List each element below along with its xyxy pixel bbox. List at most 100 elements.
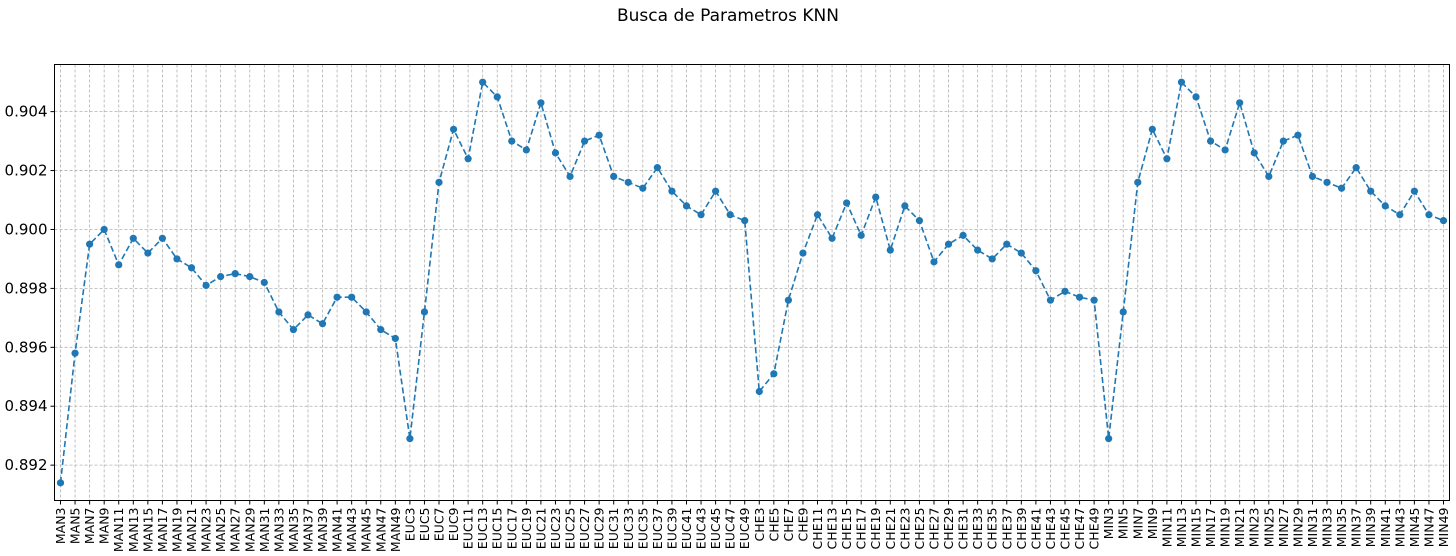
x-tick-label: MAN13 [126, 508, 141, 553]
x-tick-label: MAN27 [228, 508, 243, 553]
data-point [1017, 249, 1025, 257]
x-tick-label: MIN3 [1101, 508, 1116, 540]
x-tick-label: CHE9 [795, 507, 810, 541]
data-point [1046, 296, 1055, 304]
x-tick-label: MIN9 [1145, 507, 1160, 539]
data-point [464, 155, 472, 163]
data-point [944, 240, 953, 248]
x-tick-label: MIN17 [1203, 508, 1218, 548]
x-tick-label: MIN31 [1305, 508, 1320, 548]
x-tick-label: MAN33 [271, 508, 286, 553]
data-point [246, 273, 254, 281]
data-point [1294, 131, 1302, 139]
data-point [1250, 149, 1258, 157]
x-tick-label: EUC39 [664, 507, 679, 549]
x-tick-label: MIN25 [1261, 508, 1276, 548]
x-tick-label: MIN29 [1290, 507, 1305, 547]
x-tick-label: MIN43 [1392, 508, 1407, 548]
x-tick-label: MAN19 [169, 507, 184, 552]
x-tick-label: MIN47 [1421, 508, 1436, 548]
x-tick-label: MIN41 [1378, 508, 1393, 548]
data-point [828, 234, 836, 242]
x-tick-label: EUC25 [563, 508, 578, 550]
x-tick-label: MAN5 [68, 508, 83, 545]
x-tick-label: MAN41 [330, 508, 345, 553]
data-point [755, 387, 763, 396]
x-tick-label: CHE41 [1028, 508, 1043, 550]
x-tick-label: EUC49 [737, 507, 752, 549]
x-tick-label: EUC47 [723, 508, 738, 550]
data-point [173, 255, 181, 263]
data-point [289, 326, 298, 334]
x-tick-label: CHE19 [868, 507, 883, 549]
data-point [449, 125, 458, 133]
x-tick-label: CHE31 [956, 508, 971, 550]
data-point [580, 137, 589, 145]
x-tick-label: EUC11 [461, 508, 476, 550]
data-point [1439, 217, 1448, 225]
x-tick-label: CHE23 [897, 508, 912, 550]
data-point [1265, 172, 1273, 181]
data-point [872, 193, 880, 201]
data-point [275, 308, 283, 316]
y-tick-label: 0.898 [5, 279, 48, 297]
x-tick-label: EUC29 [592, 507, 607, 549]
series-path [59, 80, 1444, 483]
data-point [1061, 287, 1069, 295]
data-point [551, 149, 560, 157]
y-tick-label: 0.894 [5, 397, 48, 415]
x-tick-label: EUC5 [417, 508, 432, 542]
x-tick-label: MAN7 [82, 508, 97, 545]
data-point [1119, 308, 1127, 316]
data-point [86, 240, 94, 248]
plot-frame [54, 64, 1450, 501]
x-tick-label: CHE25 [912, 508, 927, 550]
data-point [843, 199, 851, 207]
x-tick-label: MIN45 [1407, 508, 1422, 548]
data-point [56, 479, 65, 487]
data-point [1163, 155, 1171, 163]
data-point [1105, 435, 1113, 443]
x-tick-label: CHE43 [1043, 508, 1058, 550]
x-tick-label: MIN11 [1159, 508, 1174, 548]
data-point [1236, 99, 1244, 107]
data-point [1410, 187, 1418, 195]
x-tick-label: CHE21 [883, 508, 898, 550]
data-point [1192, 93, 1200, 101]
data-point [333, 293, 341, 301]
x-tick-label: EUC19 [519, 507, 534, 549]
data-point [406, 435, 414, 443]
x-tick-label: CHE35 [985, 508, 1000, 550]
data-point [508, 137, 516, 145]
data-point [813, 211, 822, 219]
data-point [217, 273, 225, 281]
y-tick-label: 0.902 [5, 162, 48, 180]
y-tick-label: 0.892 [5, 456, 48, 474]
y-tick-label: 0.896 [5, 338, 48, 356]
data-point [1148, 125, 1156, 133]
data-point [391, 334, 399, 343]
x-tick-label: CHE13 [825, 508, 840, 550]
data-point [886, 246, 894, 254]
x-tick-label: MIN39 [1363, 507, 1378, 547]
x-tick-label: MIN7 [1130, 508, 1145, 540]
data-point [537, 99, 545, 107]
x-tick-label: EUC41 [679, 508, 694, 550]
series-line [56, 78, 1448, 487]
x-tick-label: CHE39 [1014, 507, 1029, 549]
x-tick-label: MAN25 [213, 508, 228, 553]
x-tick-label: CHE17 [854, 508, 869, 550]
x-tick-label: MAN35 [286, 508, 301, 553]
data-point [1367, 187, 1375, 195]
data-point [1337, 184, 1346, 192]
data-point [653, 164, 661, 172]
x-tick-label: CHE47 [1072, 508, 1087, 550]
data-point [522, 146, 530, 154]
data-point [1177, 78, 1186, 86]
data-point [915, 217, 924, 225]
data-point [231, 270, 239, 278]
x-tick-label: EUC7 [432, 508, 447, 542]
x-tick-label: MIN19 [1218, 507, 1233, 547]
data-point [857, 231, 865, 239]
